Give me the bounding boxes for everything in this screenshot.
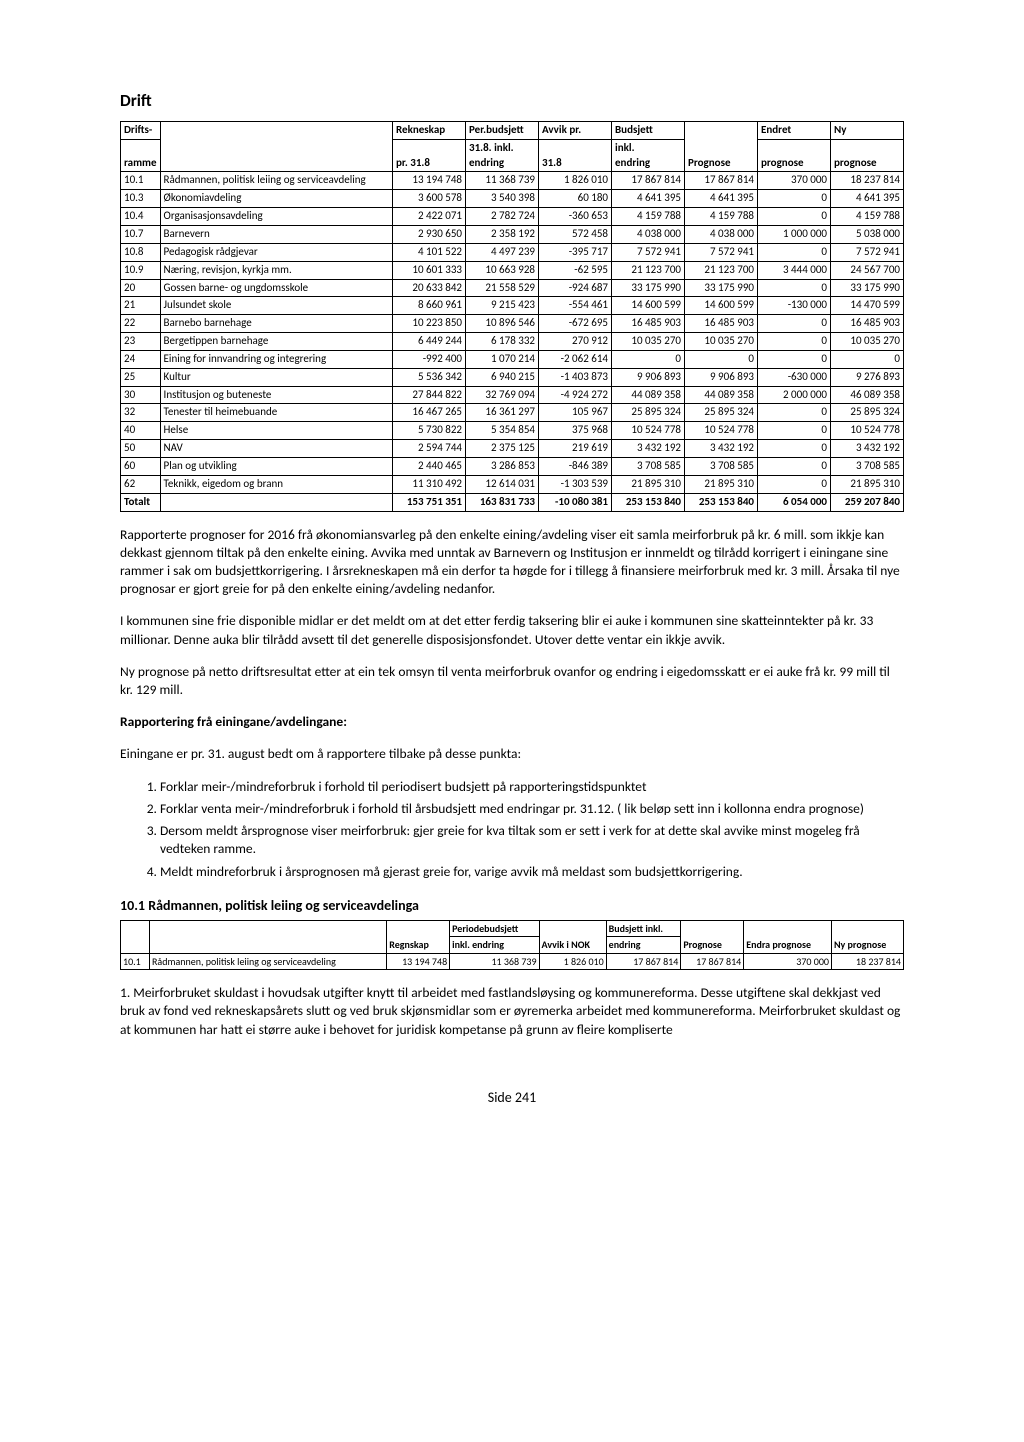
table-row: 10.3Økonomiavdeling3 600 5783 540 39860 …: [121, 190, 904, 208]
list-item: Meldt mindreforbruk i årsprognosen må gj…: [160, 863, 904, 881]
hdr-c3a: Rekneskap: [393, 121, 466, 139]
sh-c4b: inkl. endring: [450, 937, 539, 954]
table-row: 10.7Barnevern2 930 6502 358 192572 4584 …: [121, 226, 904, 244]
sh-c6b: endring: [606, 937, 681, 954]
paragraph-3: Ny prognose på netto driftsresultat ette…: [120, 663, 904, 699]
main-table: Drifts- Rekneskap Per.budsjett Avvik pr.…: [120, 121, 904, 512]
list-item: Forklar venta meir-/mindreforbruk i forh…: [160, 800, 904, 818]
hdr-c5a: Avvik pr.: [539, 121, 612, 139]
table-row: 24Eining for innvandring og integrering-…: [121, 350, 904, 368]
table-total-row: Totalt153 751 351163 831 733-10 080 3812…: [121, 493, 904, 511]
table-row: 32Tenester til heimebuande16 467 26516 3…: [121, 404, 904, 422]
list-item: Dersom meldt årsprognose viser meirforbr…: [160, 822, 904, 858]
hdr-c1b: ramme: [121, 139, 161, 172]
table-row: 20Gossen barne- og ungdomsskole20 633 84…: [121, 279, 904, 297]
hdr-c3b: pr. 31.8: [393, 139, 466, 172]
hdr-c4c: 31.8. inkl.endring: [466, 139, 539, 172]
hdr-c8b: prognose: [758, 139, 831, 172]
table-row: 60Plan og utvikling2 440 4653 286 853-84…: [121, 457, 904, 475]
table-row: 23Bergetippen barnehage6 449 2446 178 33…: [121, 333, 904, 351]
sh-c3: Regnskap: [387, 920, 450, 953]
table-row: 62Teknikk, eigedom og brann11 310 49212 …: [121, 475, 904, 493]
table-row: 10.8Pedagogisk rådgjevar4 101 5224 497 2…: [121, 243, 904, 261]
hdr-c8a: Endret: [758, 121, 831, 139]
sh-c9: Ny prognose: [831, 920, 903, 953]
hdr-c6a: Budsjett: [612, 121, 685, 139]
hdr-c6c: inkl.endring: [612, 139, 685, 172]
hdr-c9b: prognose: [831, 139, 904, 172]
paragraph-4: 1. Meirforbruket skuldast i hovudsak utg…: [120, 984, 904, 1039]
table-row: 30Institusjon og buteneste27 844 82232 7…: [121, 386, 904, 404]
list-item: Forklar meir-/mindreforbruk i forhold ti…: [160, 778, 904, 796]
table-row: 25Kultur5 536 3426 940 215-1 403 8739 90…: [121, 368, 904, 386]
table-row: 10.1Rådmannen, politisk leiing og servic…: [121, 172, 904, 190]
hdr-c1a: Drifts-: [121, 121, 161, 139]
page-number: Side 241: [120, 1089, 904, 1108]
hdr-c9a: Ny: [831, 121, 904, 139]
small-table: Regnskap Periodebudsjett Avvik i NOK Bud…: [120, 920, 904, 971]
sh-c6a: Budsjett inkl.: [606, 920, 681, 937]
table-row: 50NAV2 594 7442 375 125219 6193 432 1923…: [121, 440, 904, 458]
page-title: Drift: [120, 90, 904, 113]
report-heading: Rapportering frå einingane/avdelingane:: [120, 713, 904, 731]
hdr-c4a: Per.budsjett: [466, 121, 539, 139]
sh-c5: Avvik i NOK: [539, 920, 606, 953]
sub-heading: 10.1 Rådmannen, politisk leiing og servi…: [120, 897, 904, 916]
paragraph-1: Rapporterte prognoser for 2016 frå økono…: [120, 526, 904, 599]
sh-c4a: Periodebudsjett: [450, 920, 539, 937]
sh-c8: Endra prognose: [744, 920, 832, 953]
hdr-c5b: 31.8: [539, 139, 612, 172]
table-row: 10.9Næring, revisjon, kyrkja mm.10 601 3…: [121, 261, 904, 279]
sh-c7: Prognose: [681, 920, 744, 953]
report-list: Forklar meir-/mindreforbruk i forhold ti…: [142, 778, 904, 881]
report-intro: Einingane er pr. 31. august bedt om å ra…: [120, 745, 904, 763]
hdr-c7: Prognose: [685, 121, 758, 172]
table-row: 22Barnebo barnehage10 223 85010 896 546-…: [121, 315, 904, 333]
table-row: 40Helse5 730 8225 354 854375 96810 524 7…: [121, 422, 904, 440]
table-row: 21Julsundet skole8 660 9619 215 423-554 …: [121, 297, 904, 315]
table-row: 10.1 Rådmannen, politisk leiing og servi…: [121, 953, 904, 970]
paragraph-2: I kommunen sine frie disponible midlar e…: [120, 612, 904, 648]
table-row: 10.4Organisasjonsavdeling2 422 0712 782 …: [121, 208, 904, 226]
